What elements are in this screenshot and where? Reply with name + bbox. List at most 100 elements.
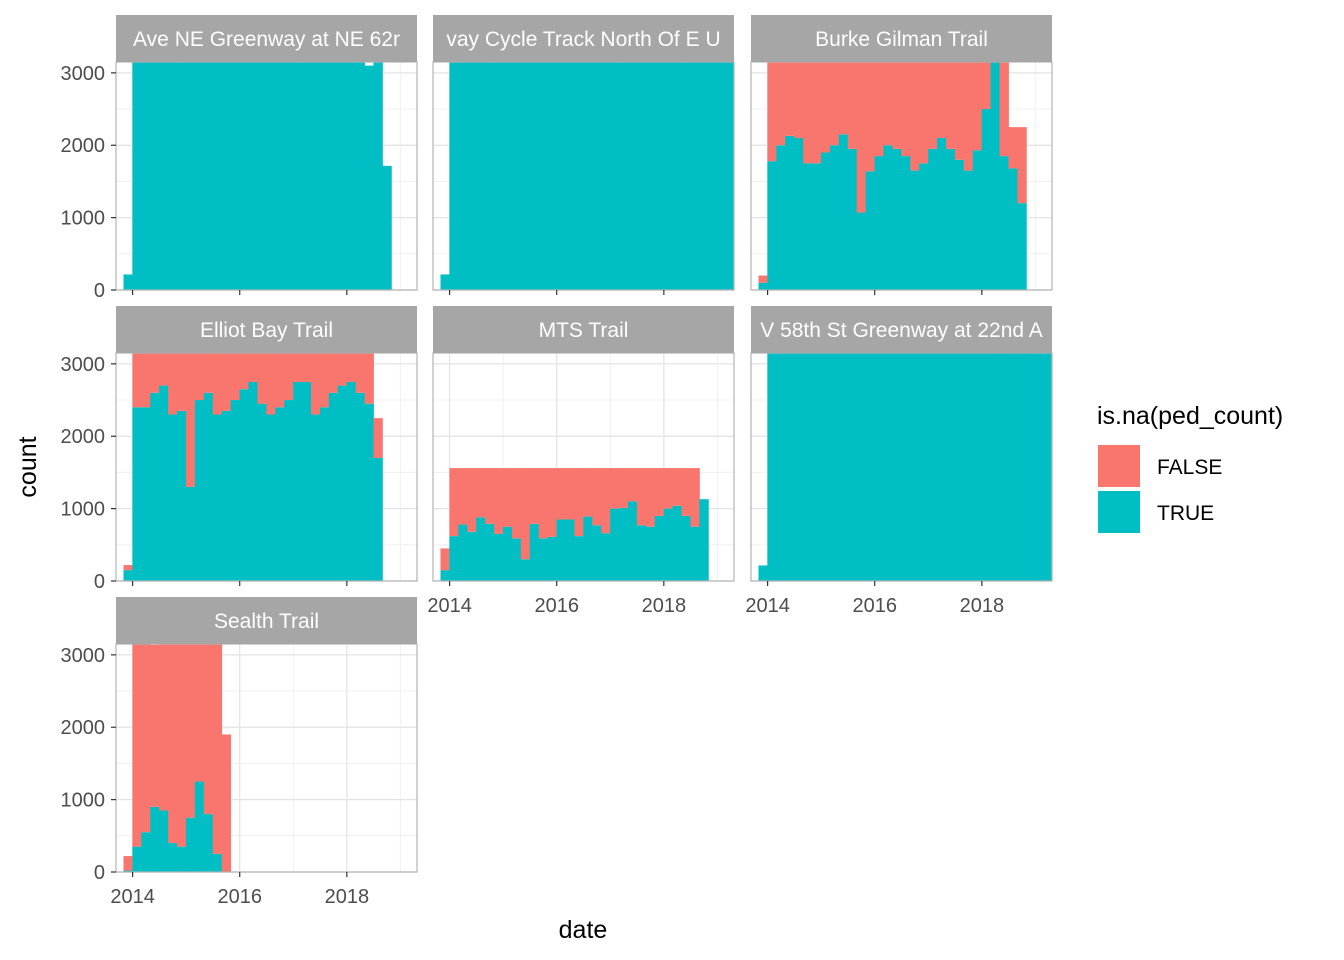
- bar-true: [1026, 353, 1036, 581]
- strip-label: Burke Gilman Trail: [815, 28, 988, 51]
- bar-true: [892, 148, 902, 290]
- bar-true: [177, 846, 187, 872]
- bar-true: [373, 457, 383, 581]
- bar-true: [502, 526, 513, 581]
- bar-true: [266, 62, 276, 290]
- facet-panel: Ave NE Greenway at NE 62r 0 1000 2000 3000: [61, 15, 418, 302]
- bar-true: [592, 525, 602, 581]
- bar-true: [467, 62, 477, 290]
- bar-true: [293, 62, 303, 290]
- bar-true: [337, 62, 348, 290]
- bar-false: [583, 468, 593, 517]
- bar-true: [1008, 353, 1018, 581]
- bar-true: [829, 353, 840, 581]
- bar-false: [141, 644, 151, 833]
- bar-true: [284, 62, 294, 290]
- bar-true: [185, 817, 196, 872]
- bar-true: [494, 533, 504, 581]
- bar-false: [928, 62, 938, 149]
- bar-true: [838, 134, 849, 290]
- bar-true: [592, 62, 602, 290]
- bar-false: [310, 353, 321, 415]
- bar-false: [123, 565, 133, 571]
- bar-false: [758, 275, 768, 283]
- bar-true: [672, 62, 682, 290]
- bar-true: [159, 810, 169, 872]
- bar-false: [937, 62, 947, 138]
- bar-true: [221, 62, 232, 290]
- bar-true: [239, 389, 249, 581]
- bar-true: [892, 353, 902, 581]
- bar-true: [355, 392, 365, 581]
- bar-true: [150, 392, 160, 581]
- bars: [123, 644, 232, 872]
- bar-true: [257, 62, 267, 290]
- strip-background: [433, 15, 734, 62]
- bar-true: [248, 381, 258, 581]
- bar-true: [856, 212, 867, 290]
- bar-true: [248, 62, 258, 290]
- bar-true: [132, 407, 142, 581]
- bar-true: [177, 410, 187, 581]
- y-tick-label: 3000: [61, 63, 106, 85]
- bar-true: [319, 407, 330, 581]
- facet-panel: MTS Trail 2014 2016 2018: [427, 306, 735, 617]
- x-tick-label: 2018: [960, 595, 1005, 617]
- bar-true: [185, 62, 196, 290]
- bar-true: [212, 62, 223, 290]
- bar-true: [556, 519, 566, 581]
- bar-true: [636, 62, 647, 290]
- bar-true: [150, 62, 160, 290]
- bar-true: [364, 403, 374, 581]
- bar-true: [310, 414, 321, 581]
- bar-false: [328, 353, 339, 393]
- strip-background: [116, 15, 417, 62]
- bar-true: [838, 353, 849, 581]
- bar-true: [645, 62, 656, 290]
- bar-true: [883, 353, 893, 581]
- bar-false: [529, 468, 540, 524]
- bar-false: [150, 644, 160, 807]
- bar-true: [681, 515, 691, 581]
- bar-false: [954, 62, 965, 160]
- bar-true: [776, 145, 786, 290]
- bar-true: [502, 62, 513, 290]
- bar-true: [132, 846, 142, 872]
- bar-true: [221, 410, 232, 581]
- bar-true: [690, 62, 700, 290]
- bar-true: [735, 225, 744, 290]
- bar-true: [865, 353, 875, 581]
- bar-true: [467, 531, 477, 581]
- bar-true: [627, 501, 638, 581]
- bar-true: [458, 524, 468, 581]
- bar-false: [556, 468, 566, 520]
- bar-true: [212, 414, 223, 581]
- bar-true: [194, 781, 205, 872]
- bar-false: [476, 468, 486, 518]
- bar-true: [520, 559, 531, 581]
- bar-true: [981, 109, 992, 290]
- bar-false: [239, 353, 249, 390]
- x-tick-label: 2018: [325, 886, 370, 908]
- bar-true: [945, 148, 956, 290]
- bar-false: [168, 644, 178, 844]
- bar-true: [990, 62, 1000, 290]
- bar-true: [203, 392, 214, 581]
- x-tick-label: 2016: [534, 595, 579, 617]
- bar-true: [159, 62, 169, 290]
- bar-false: [681, 468, 691, 516]
- bar-true: [150, 806, 160, 872]
- bar-true: [485, 523, 495, 581]
- bar-true: [601, 533, 611, 581]
- bar-true: [972, 150, 983, 290]
- facet-panel: vay Cycle Track North Of E U: [432, 15, 744, 295]
- bar-true: [767, 353, 777, 581]
- bar-false: [221, 353, 232, 411]
- bar-true: [132, 62, 142, 290]
- bar-false: [892, 62, 902, 149]
- bar-false: [610, 468, 620, 509]
- bar-true: [1017, 353, 1027, 581]
- bars: [758, 353, 1052, 581]
- bar-true: [610, 508, 620, 581]
